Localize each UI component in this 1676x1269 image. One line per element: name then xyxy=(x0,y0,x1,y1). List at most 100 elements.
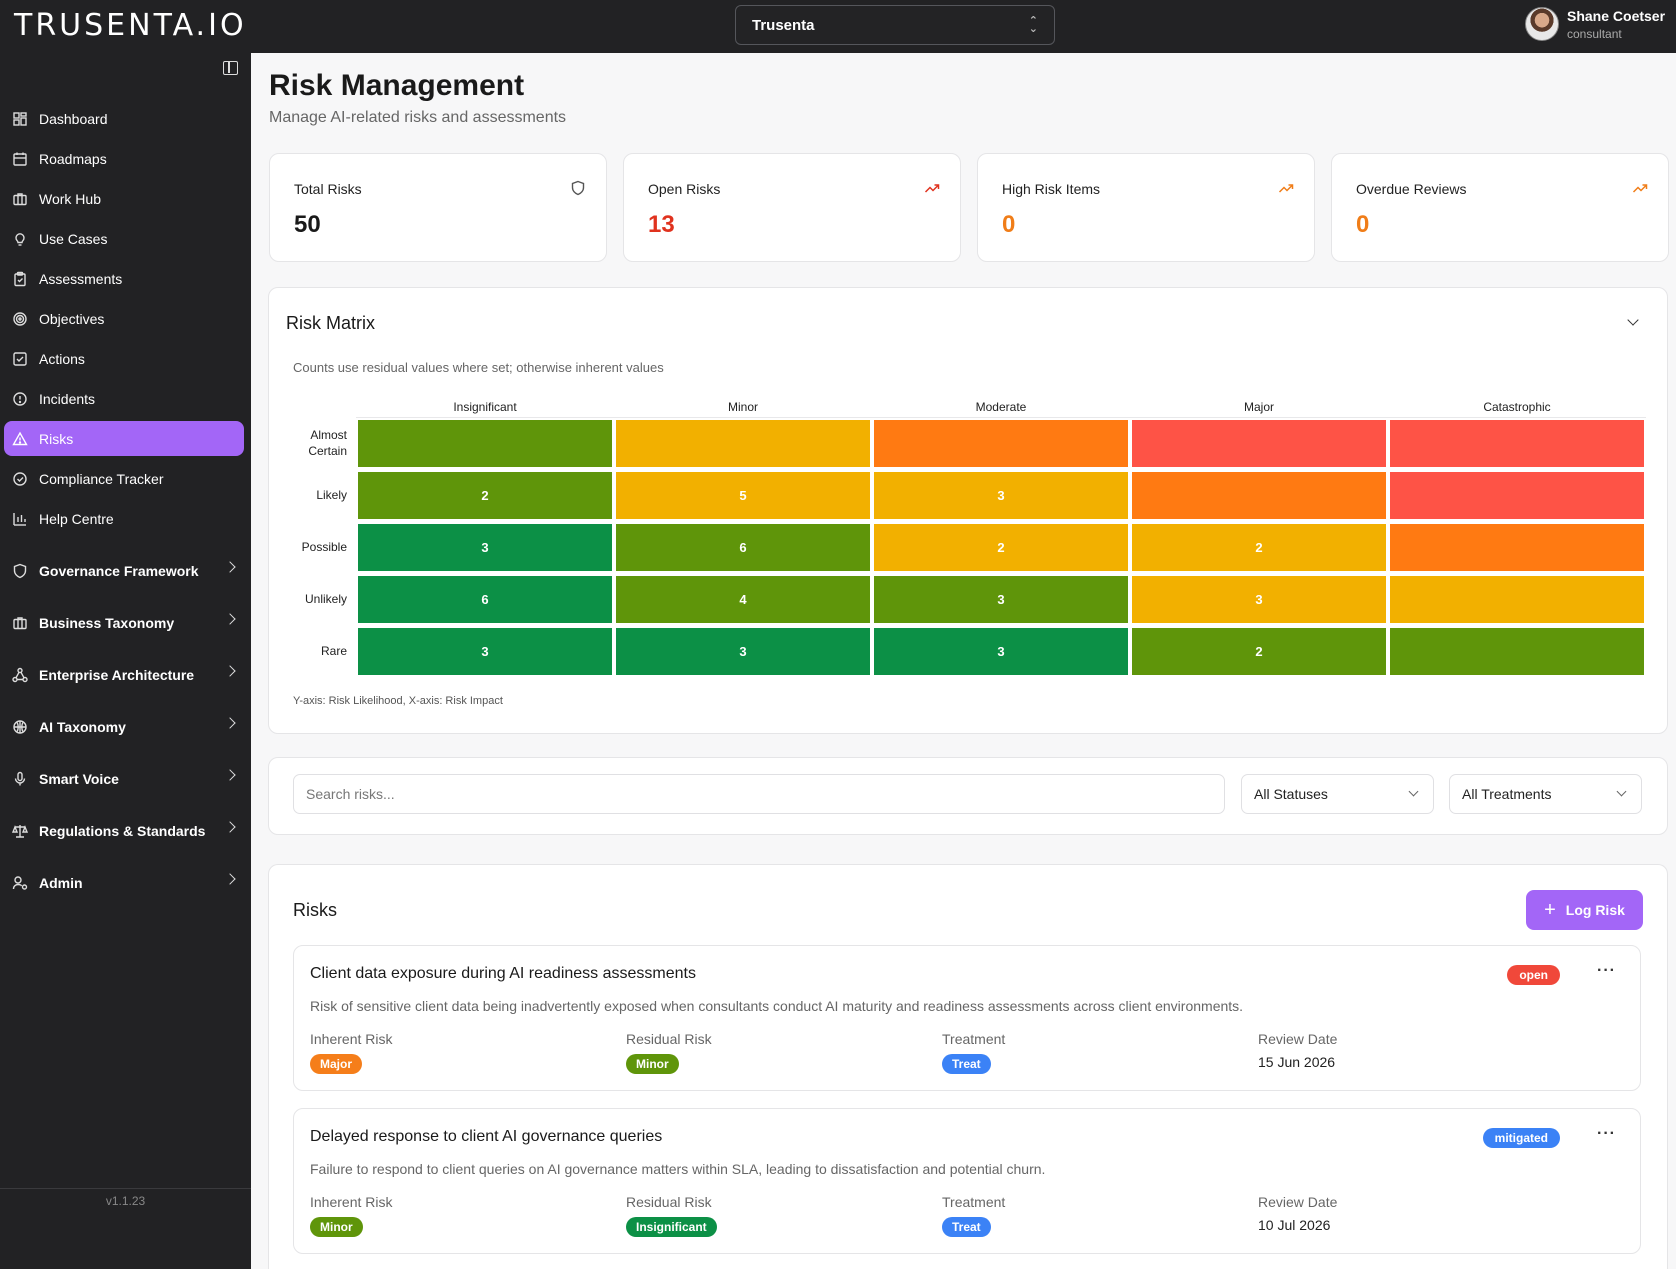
sidebar-item-label: Roadmaps xyxy=(39,150,107,167)
risks-title: Risks xyxy=(293,900,337,920)
review-date-value: 10 Jul 2026 xyxy=(1258,1217,1331,1233)
treatment-label: Treatment xyxy=(942,1194,1006,1210)
calendar-icon xyxy=(12,151,28,167)
matrix-cell[interactable]: 2 xyxy=(874,524,1128,571)
scale-icon xyxy=(12,823,28,839)
sidebar-item-roadmaps[interactable]: Roadmaps xyxy=(4,141,244,176)
matrix-cell[interactable] xyxy=(358,420,612,467)
matrix-cell[interactable]: 3 xyxy=(358,524,612,571)
app-logo[interactable]: TRUSENTA.IO xyxy=(14,8,247,43)
matrix-cell[interactable]: 2 xyxy=(358,472,612,519)
matrix-cell[interactable]: 3 xyxy=(874,576,1128,623)
matrix-cell[interactable] xyxy=(616,420,870,467)
matrix-cell[interactable]: 5 xyxy=(616,472,870,519)
residual-risk-badge: Minor xyxy=(626,1054,679,1074)
review-date-value: 15 Jun 2026 xyxy=(1258,1054,1336,1070)
status-badge: open xyxy=(1507,965,1560,985)
sidebar-item-incidents[interactable]: Incidents xyxy=(4,381,244,416)
sidebar-item-label: Compliance Tracker xyxy=(39,470,164,487)
matrix-cell[interactable] xyxy=(1390,628,1644,675)
matrix-cell[interactable]: 3 xyxy=(874,628,1128,675)
sidebar-item-label: Help Centre xyxy=(39,510,114,527)
matrix-cell[interactable] xyxy=(1390,576,1644,623)
matrix-cell[interactable]: 3 xyxy=(358,628,612,675)
sidebar-item-assessments[interactable]: Assessments xyxy=(4,261,244,296)
matrix-cell[interactable]: 2 xyxy=(1132,628,1386,675)
chevron-right-icon xyxy=(224,613,236,625)
sidebar-item-objectives[interactable]: Objectives xyxy=(4,301,244,336)
risk-matrix-axis-note: Y-axis: Risk Likelihood, X-axis: Risk Im… xyxy=(293,695,503,707)
matrix-cell[interactable] xyxy=(1390,472,1644,519)
matrix-cell[interactable] xyxy=(874,420,1128,467)
risk-list-item[interactable]: Delayed response to client AI governance… xyxy=(293,1108,1641,1254)
more-options-icon[interactable]: ··· xyxy=(1597,1125,1616,1142)
sidebar-item-risks[interactable]: Risks xyxy=(4,421,244,456)
risk-description: Failure to respond to client queries on … xyxy=(310,1161,1046,1177)
sidebar-group-enterprise-architecture[interactable]: Enterprise Architecture xyxy=(4,657,244,692)
matrix-cell[interactable]: 4 xyxy=(616,576,870,623)
chevron-right-icon xyxy=(224,873,236,885)
matrix-cell[interactable] xyxy=(1132,472,1386,519)
stat-label: Total Risks xyxy=(294,181,362,197)
matrix-cell[interactable]: 6 xyxy=(358,576,612,623)
matrix-row-header: Possible xyxy=(301,540,347,554)
stat-value: 50 xyxy=(294,211,321,238)
search-input[interactable]: Search risks... xyxy=(293,774,1225,814)
chevron-down-icon[interactable] xyxy=(1627,314,1639,326)
treatment-filter-select[interactable]: All Treatments xyxy=(1449,774,1642,814)
sidebar-item-work-hub[interactable]: Work Hub xyxy=(4,181,244,216)
risk-matrix-note: Counts use residual values where set; ot… xyxy=(293,360,664,375)
matrix-cell[interactable] xyxy=(1390,524,1644,571)
trending-up-icon xyxy=(1278,184,1294,193)
status-filter-select[interactable]: All Statuses xyxy=(1241,774,1434,814)
matrix-cell[interactable] xyxy=(1132,420,1386,467)
sidebar-group-smart-voice[interactable]: Smart Voice xyxy=(4,761,244,796)
sidebar-item-dashboard[interactable]: Dashboard xyxy=(4,101,244,136)
sidebar-group-admin[interactable]: Admin xyxy=(4,865,244,900)
sidebar-item-label: Use Cases xyxy=(39,230,108,247)
globe-icon xyxy=(12,719,28,735)
microphone-icon xyxy=(12,771,28,787)
chevron-up-down-icon: ⌃ ⌄ xyxy=(1028,15,1038,35)
status-badge: mitigated xyxy=(1482,1128,1560,1148)
stat-value: 13 xyxy=(648,211,675,238)
matrix-column-header: Major xyxy=(1243,400,1274,414)
matrix-column-header: Minor xyxy=(727,400,758,414)
sidebar-group-business-taxonomy[interactable]: Business Taxonomy xyxy=(4,605,244,640)
chevron-right-icon xyxy=(224,717,236,729)
matrix-cell[interactable]: 2 xyxy=(1132,524,1386,571)
sidebar-toggle-icon[interactable] xyxy=(223,61,238,75)
user-menu[interactable]: Shane Coetser consultant xyxy=(1525,7,1665,41)
treatment-label: Treatment xyxy=(942,1031,1006,1047)
more-options-icon[interactable]: ··· xyxy=(1597,962,1616,979)
risk-title: Client data exposure during AI readiness… xyxy=(310,965,696,982)
organization-selector[interactable]: Trusenta ⌃ ⌄ xyxy=(735,5,1055,45)
residual-risk-label: Residual Risk xyxy=(626,1194,712,1210)
matrix-cell[interactable]: 3 xyxy=(874,472,1128,519)
sidebar-group-regulations-standards[interactable]: Regulations & Standards xyxy=(4,813,244,848)
plus-icon: + xyxy=(1544,899,1556,921)
matrix-cell[interactable]: 3 xyxy=(616,628,870,675)
sidebar-item-use-cases[interactable]: Use Cases xyxy=(4,221,244,256)
sidebar-item-help-centre[interactable]: Help Centre xyxy=(4,501,244,536)
stat-label: Open Risks xyxy=(648,181,721,197)
stat-card-total-risks: Total Risks 50 xyxy=(269,153,607,262)
sidebar-group-ai-taxonomy[interactable]: AI Taxonomy xyxy=(4,709,244,744)
stat-card-high-risk-items: High Risk Items 0 xyxy=(977,153,1315,262)
sidebar-item-compliance-tracker[interactable]: Compliance Tracker xyxy=(4,461,244,496)
sidebar-group-governance-framework[interactable]: Governance Framework xyxy=(4,553,244,588)
matrix-cell[interactable] xyxy=(1390,420,1644,467)
matrix-cell[interactable]: 6 xyxy=(616,524,870,571)
log-risk-button[interactable]: + Log Risk xyxy=(1526,890,1643,930)
avatar[interactable] xyxy=(1525,7,1559,41)
briefcase-icon xyxy=(12,615,28,631)
risk-list-item[interactable]: Client data exposure during AI readiness… xyxy=(293,945,1641,1091)
sidebar-item-label: Risks xyxy=(39,430,74,447)
matrix-row-header: Likely xyxy=(316,488,347,502)
shield-icon xyxy=(12,563,28,579)
sidebar: Dashboard Roadmaps Work Hub Use Cases As… xyxy=(0,53,251,1269)
matrix-cell[interactable]: 3 xyxy=(1132,576,1386,623)
status-filter-value: All Statuses xyxy=(1254,786,1328,802)
log-risk-label: Log Risk xyxy=(1565,902,1625,918)
sidebar-item-actions[interactable]: Actions xyxy=(4,341,244,376)
